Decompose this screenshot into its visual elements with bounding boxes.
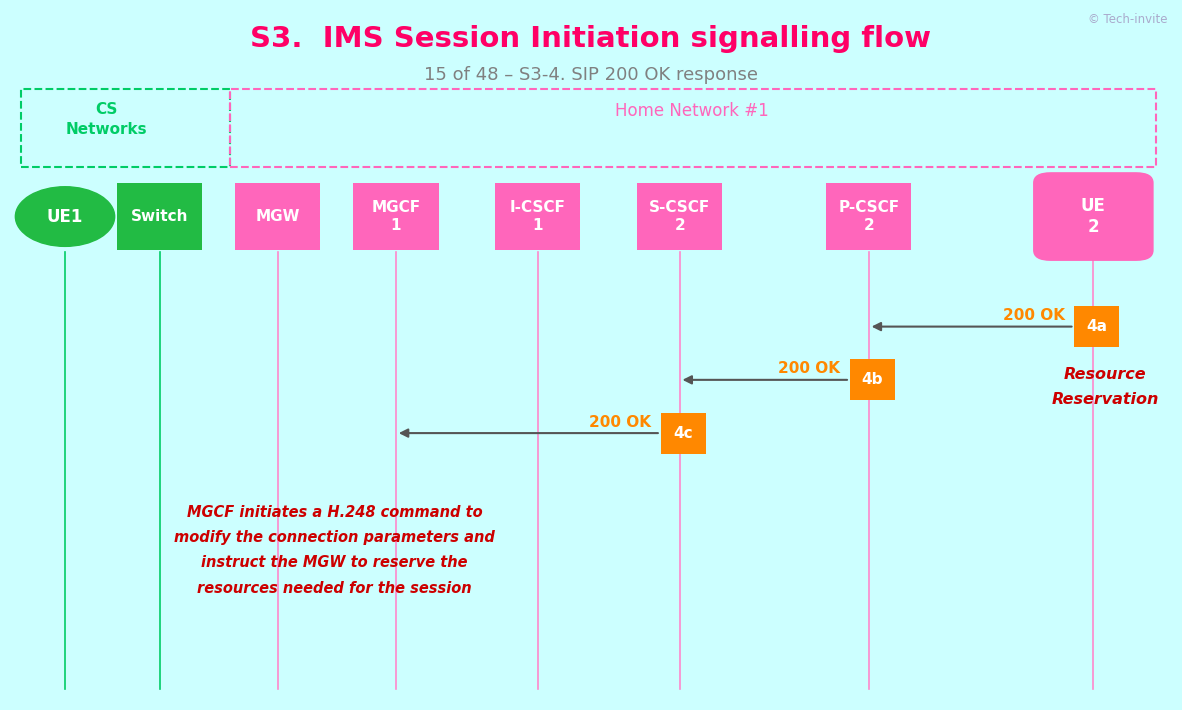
FancyBboxPatch shape (850, 359, 895, 400)
Text: © Tech-invite: © Tech-invite (1089, 13, 1168, 26)
Text: 200 OK: 200 OK (779, 361, 840, 376)
FancyBboxPatch shape (353, 183, 439, 251)
Circle shape (15, 187, 115, 246)
FancyBboxPatch shape (235, 183, 320, 251)
Text: 200 OK: 200 OK (590, 415, 651, 430)
Text: UE
2: UE 2 (1080, 197, 1106, 236)
Text: I-CSCF
1: I-CSCF 1 (509, 200, 566, 233)
FancyBboxPatch shape (826, 183, 911, 251)
FancyBboxPatch shape (1074, 306, 1119, 347)
FancyBboxPatch shape (637, 183, 722, 251)
FancyBboxPatch shape (1033, 173, 1154, 261)
Text: 4b: 4b (862, 372, 883, 388)
Text: Switch: Switch (131, 209, 188, 224)
FancyBboxPatch shape (117, 183, 202, 251)
Text: MGCF
1: MGCF 1 (371, 200, 421, 233)
Text: UE1: UE1 (47, 207, 83, 226)
FancyBboxPatch shape (661, 413, 706, 454)
Text: S3.  IMS Session Initiation signalling flow: S3. IMS Session Initiation signalling fl… (251, 25, 931, 53)
Text: Home Network #1: Home Network #1 (615, 102, 768, 121)
Text: CS
Networks: CS Networks (65, 102, 148, 137)
FancyBboxPatch shape (495, 183, 580, 251)
Text: 4a: 4a (1086, 319, 1108, 334)
Text: 4c: 4c (674, 425, 693, 441)
Text: MGW: MGW (255, 209, 300, 224)
Text: 200 OK: 200 OK (1004, 308, 1065, 323)
Text: MGCF initiates a H.248 command to
modify the connection parameters and
instruct : MGCF initiates a H.248 command to modify… (174, 505, 495, 596)
Text: Resource
Reservation: Resource Reservation (1052, 366, 1158, 408)
Text: S-CSCF
2: S-CSCF 2 (649, 200, 710, 233)
Text: P-CSCF
2: P-CSCF 2 (838, 200, 900, 233)
Text: 15 of 48 – S3-4. SIP 200 OK response: 15 of 48 – S3-4. SIP 200 OK response (424, 65, 758, 84)
